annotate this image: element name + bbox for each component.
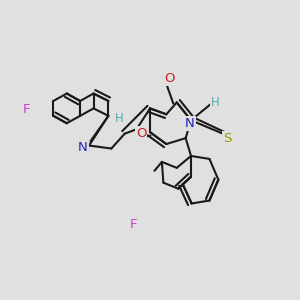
Text: H: H bbox=[211, 96, 220, 109]
Text: S: S bbox=[223, 132, 232, 145]
Text: O: O bbox=[164, 72, 175, 85]
Text: N: N bbox=[185, 117, 195, 130]
Text: F: F bbox=[130, 218, 137, 231]
Text: H: H bbox=[114, 112, 123, 125]
Text: N: N bbox=[78, 140, 88, 154]
Text: F: F bbox=[23, 103, 30, 116]
Text: O: O bbox=[136, 127, 146, 140]
